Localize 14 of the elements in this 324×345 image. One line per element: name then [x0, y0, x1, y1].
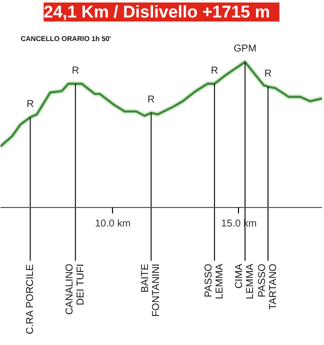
- chart-title: 24,1 Km / Dislivello +1715 m: [44, 2, 270, 22]
- annotation: R: [26, 98, 34, 110]
- annotation: R: [148, 94, 155, 106]
- ref-line-label: PASSO TARTANO: [256, 263, 279, 310]
- ref-line-label: C.RA PORCILE: [24, 264, 36, 334]
- ref-line-label: PASSO LEMMA: [203, 263, 226, 300]
- annotation: GPM: [234, 44, 256, 55]
- ref-line-label: BAITE FONTANINI: [140, 263, 162, 317]
- x-tick-label: 10.0 km: [95, 218, 131, 230]
- ref-line-label: CANALINO DEI TUFI: [64, 263, 86, 315]
- annotation: R: [264, 68, 272, 80]
- ref-line-label: CIMA LEMMA: [234, 263, 256, 300]
- annotation: R: [72, 65, 80, 76]
- annotation: R: [210, 65, 218, 76]
